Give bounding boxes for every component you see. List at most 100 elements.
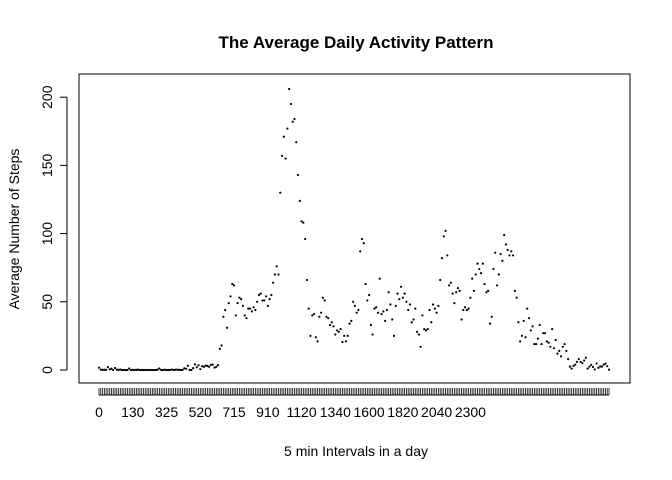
data-point <box>590 363 593 366</box>
data-point <box>311 314 314 317</box>
data-point <box>495 284 499 287</box>
data-point <box>485 291 488 294</box>
data-point <box>160 368 163 372</box>
data-point <box>519 340 522 343</box>
data-point <box>179 368 182 372</box>
data-point <box>583 359 586 362</box>
data-point <box>487 289 490 292</box>
data-point <box>275 265 278 268</box>
data-point <box>423 327 426 331</box>
data-point <box>442 235 445 238</box>
data-point <box>240 297 243 301</box>
data-point <box>307 307 310 310</box>
data-point <box>320 311 323 314</box>
data-point <box>357 308 360 312</box>
data-point <box>261 299 264 302</box>
data-point <box>243 314 246 317</box>
data-point <box>222 315 225 318</box>
data-point <box>181 368 184 372</box>
y-tick-label: 200 <box>39 85 55 109</box>
data-point <box>558 349 561 353</box>
data-point <box>451 292 454 295</box>
data-point <box>151 368 154 372</box>
x-tick-label: 2300 <box>455 404 486 420</box>
data-point <box>245 317 248 320</box>
data-point <box>186 364 189 367</box>
data-point <box>552 347 556 350</box>
data-point <box>542 332 545 335</box>
y-tick-label: 0 <box>39 366 55 374</box>
data-point <box>256 300 259 303</box>
data-point <box>382 310 385 313</box>
data-point <box>458 289 461 292</box>
data-point <box>369 323 372 327</box>
data-point <box>231 282 234 286</box>
data-point <box>296 173 300 177</box>
data-point <box>501 259 504 262</box>
data-point <box>435 311 438 314</box>
data-point <box>492 267 495 271</box>
data-point <box>385 308 388 312</box>
data-point <box>497 273 500 276</box>
data-point <box>433 307 436 310</box>
data-point <box>131 368 134 371</box>
data-point <box>446 254 449 257</box>
data-point <box>556 352 559 355</box>
data-point <box>449 281 452 284</box>
data-point <box>140 368 143 372</box>
data-point <box>440 257 444 260</box>
data-point <box>371 333 374 336</box>
data-point <box>399 285 403 288</box>
data-point <box>511 254 515 257</box>
data-point <box>593 368 596 371</box>
data-point <box>282 135 285 138</box>
data-point <box>144 368 147 372</box>
data-point <box>199 368 202 371</box>
data-point <box>254 308 257 312</box>
data-point <box>197 364 200 367</box>
data-point <box>327 317 330 320</box>
data-point <box>430 321 433 324</box>
data-point <box>305 278 309 282</box>
data-point <box>286 127 289 130</box>
y-tick-label: 150 <box>39 153 55 177</box>
data-point <box>515 296 518 299</box>
data-point <box>227 302 230 305</box>
x-tick-label: 0 <box>95 404 103 420</box>
data-point <box>350 319 353 322</box>
x-tick-label: 520 <box>189 404 213 420</box>
data-point <box>211 363 214 366</box>
data-point <box>584 356 587 359</box>
data-point <box>577 357 580 361</box>
data-point <box>209 363 213 366</box>
data-point <box>444 229 447 232</box>
data-point <box>563 342 566 346</box>
data-point <box>165 368 168 372</box>
data-point <box>536 337 540 340</box>
data-point <box>200 365 204 368</box>
data-point <box>453 302 456 305</box>
data-point <box>129 368 133 372</box>
data-point <box>414 307 417 310</box>
data-point <box>588 365 591 368</box>
data-point <box>479 272 483 275</box>
data-point <box>135 368 138 371</box>
data-point <box>467 307 470 310</box>
data-point <box>215 365 218 368</box>
data-point <box>412 318 415 321</box>
data-point <box>538 323 541 327</box>
data-point <box>250 310 253 313</box>
data-point <box>343 334 346 337</box>
data-point <box>431 303 435 306</box>
data-point <box>133 368 136 371</box>
data-point <box>476 262 479 265</box>
data-point <box>176 368 179 371</box>
data-point <box>195 366 198 369</box>
data-point <box>352 300 355 303</box>
data-point <box>533 342 536 346</box>
data-point <box>362 242 365 245</box>
data-point <box>220 344 223 347</box>
data-point <box>138 368 141 372</box>
data-point <box>232 284 236 287</box>
data-point <box>513 289 516 292</box>
